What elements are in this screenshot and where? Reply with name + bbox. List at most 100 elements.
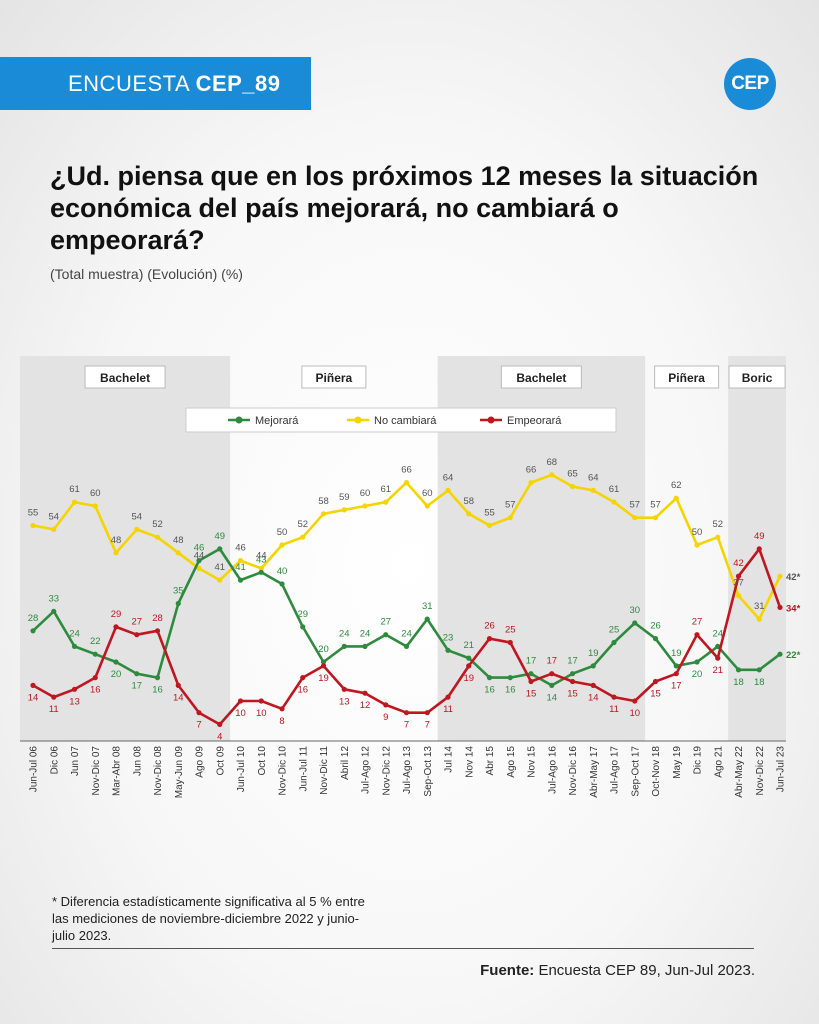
data-point-1-33 — [715, 534, 721, 540]
data-label-0-28: 25 — [609, 625, 620, 636]
data-point-1-35 — [756, 616, 762, 622]
data-point-1-28 — [611, 499, 617, 505]
data-label-1-8: 44 — [194, 550, 205, 561]
data-label-2-15: 13 — [339, 696, 350, 707]
data-label-0-23: 16 — [505, 685, 516, 696]
data-label-1-26: 65 — [567, 469, 578, 480]
period-label-1: Piñera — [316, 371, 353, 385]
data-point-1-16 — [362, 503, 368, 509]
data-point-1-29 — [632, 515, 638, 521]
x-tick-label-0: Jun-Jul 06 — [29, 746, 40, 793]
period-label-box-0 — [84, 365, 166, 389]
data-point-1-18 — [403, 480, 410, 486]
x-tick-label-6: Nov-Dic 08 — [153, 746, 164, 796]
data-label-2-23: 25 — [505, 625, 516, 636]
data-point-1-26 — [569, 483, 576, 490]
data-label-0-10: 41 — [235, 562, 246, 573]
data-label-1-17: 61 — [380, 484, 391, 495]
x-tick-label-4: Mar-Abr 08 — [112, 746, 123, 796]
data-point-2-18 — [403, 710, 410, 716]
x-tick-label-1: Dic 06 — [49, 746, 60, 775]
data-point-0-7 — [175, 600, 181, 607]
x-tick-label-14: Nov-Dic 11 — [319, 746, 330, 795]
data-point-2-28 — [611, 694, 617, 700]
data-label-0-22: 16 — [484, 685, 495, 696]
data-label-0-19: 31 — [422, 601, 433, 612]
period-label-box-2 — [500, 365, 582, 389]
data-point-2-26 — [569, 678, 576, 685]
data-label-2-18: 7 — [404, 720, 409, 731]
data-label-2-30: 15 — [650, 689, 661, 700]
x-tick-label-2: Jun 07 — [70, 746, 81, 776]
data-point-2-32 — [694, 632, 700, 638]
data-point-2-13 — [300, 675, 306, 681]
data-point-0-0 — [30, 628, 36, 634]
data-label-2-11: 10 — [256, 708, 267, 719]
data-label-2-4: 29 — [111, 609, 122, 620]
period-label-box-1 — [301, 365, 367, 389]
data-label-2-22: 26 — [484, 621, 495, 632]
data-label-0-13: 29 — [297, 609, 308, 620]
x-tick-label-30: Oct-Nov 18 — [651, 746, 662, 797]
banner-survey-id: CEP_89 — [195, 71, 281, 96]
x-tick-label-19: Sep-Oct 13 — [423, 746, 434, 797]
data-point-2-34 — [735, 573, 742, 579]
period-label-box-3 — [654, 365, 720, 389]
source-label: Fuente: — [480, 962, 535, 979]
data-point-0-2 — [71, 643, 78, 650]
data-point-2-30 — [652, 678, 659, 685]
data-point-1-11 — [258, 565, 264, 572]
x-tick-label-28: Jul-Ago 17 — [610, 746, 621, 794]
data-label-0-8: 46 — [194, 543, 205, 554]
data-point-2-25 — [549, 671, 555, 677]
data-label-0-6: 16 — [152, 685, 163, 696]
data-point-0-28 — [611, 639, 617, 646]
data-point-1-27 — [590, 487, 596, 493]
data-label-1-34: 37 — [733, 578, 744, 589]
data-label-1-2: 61 — [69, 484, 80, 495]
data-point-1-19 — [424, 503, 430, 509]
x-tick-label-27: Abr-May 17 — [589, 746, 600, 798]
data-point-1-24 — [528, 480, 534, 486]
data-point-1-10 — [237, 558, 244, 564]
data-label-0-11: 43 — [256, 554, 267, 565]
data-label-1-5: 54 — [131, 511, 142, 522]
data-point-1-20 — [445, 487, 451, 493]
data-label-0-32: 20 — [692, 669, 703, 680]
data-label-2-9: 4 — [217, 731, 222, 742]
period-label-0: Bachelet — [100, 371, 150, 385]
data-label-1-15: 59 — [339, 492, 350, 503]
data-label-0-15: 24 — [339, 628, 350, 639]
data-label-2-29: 10 — [629, 708, 640, 719]
data-point-2-33 — [715, 655, 721, 661]
data-point-2-16 — [362, 690, 368, 696]
data-label-0-12: 40 — [277, 566, 288, 577]
x-tick-label-34: Abr-May 22 — [734, 746, 745, 798]
data-point-1-5 — [134, 526, 140, 533]
data-label-0-9: 49 — [214, 531, 225, 542]
data-point-2-10 — [237, 698, 244, 704]
data-point-2-3 — [92, 675, 98, 681]
period-label-4: Boric — [742, 371, 773, 385]
data-point-0-36 — [777, 651, 783, 657]
x-tick-label-18: Jul-Ago 13 — [402, 746, 413, 794]
data-point-1-14 — [320, 511, 327, 517]
data-point-2-22 — [486, 636, 493, 642]
data-point-0-27 — [590, 663, 596, 669]
data-point-2-20 — [445, 694, 451, 700]
data-label-0-17: 27 — [380, 617, 391, 628]
data-point-1-30 — [652, 515, 659, 521]
data-label-0-27: 19 — [588, 648, 599, 659]
x-tick-label-23: Ago 15 — [506, 746, 517, 778]
x-tick-label-26: Nov-Dic 16 — [568, 746, 579, 796]
data-label-1-3: 60 — [90, 488, 101, 499]
data-point-2-11 — [258, 698, 264, 704]
data-point-0-8 — [196, 558, 202, 564]
data-label-2-33: 21 — [712, 665, 723, 676]
data-label-1-7: 48 — [173, 535, 184, 546]
x-tick-label-31: May 19 — [672, 746, 683, 779]
data-label-0-25: 14 — [546, 692, 557, 703]
survey-banner: ENCUESTA CEP_89 — [0, 57, 311, 110]
data-label-1-23: 57 — [505, 500, 516, 511]
data-label-1-13: 52 — [297, 519, 308, 530]
